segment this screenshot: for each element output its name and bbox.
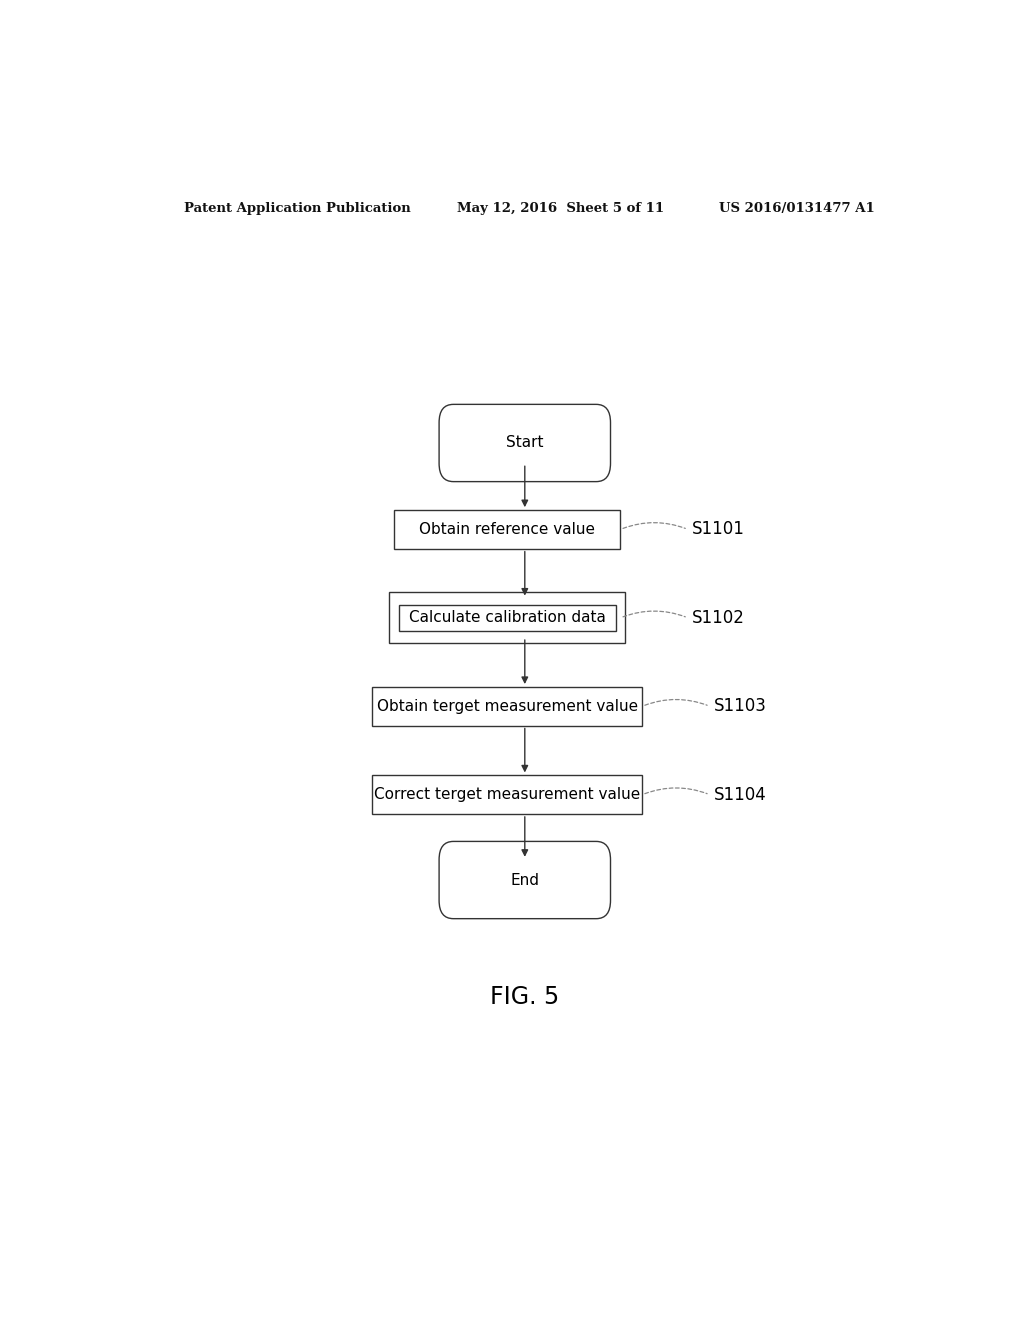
Text: Patent Application Publication: Patent Application Publication bbox=[183, 202, 411, 215]
Text: S1104: S1104 bbox=[714, 785, 766, 804]
Text: Start: Start bbox=[506, 436, 544, 450]
Text: US 2016/0131477 A1: US 2016/0131477 A1 bbox=[719, 202, 874, 215]
Text: S1103: S1103 bbox=[714, 697, 767, 715]
FancyBboxPatch shape bbox=[439, 404, 610, 482]
Text: Obtain terget measurement value: Obtain terget measurement value bbox=[377, 698, 638, 714]
Bar bbox=[373, 686, 642, 726]
Text: Obtain reference value: Obtain reference value bbox=[420, 521, 595, 537]
Bar bbox=[399, 605, 615, 631]
Text: Correct terget measurement value: Correct terget measurement value bbox=[374, 787, 640, 803]
Bar bbox=[373, 775, 642, 814]
FancyBboxPatch shape bbox=[439, 841, 610, 919]
Text: S1102: S1102 bbox=[692, 609, 744, 627]
Bar bbox=[394, 510, 621, 549]
Text: FIG. 5: FIG. 5 bbox=[490, 985, 559, 1008]
Text: End: End bbox=[510, 873, 540, 887]
Bar bbox=[389, 593, 626, 643]
Text: S1101: S1101 bbox=[692, 520, 744, 539]
Text: May 12, 2016  Sheet 5 of 11: May 12, 2016 Sheet 5 of 11 bbox=[458, 202, 665, 215]
Text: Calculate calibration data: Calculate calibration data bbox=[409, 610, 606, 626]
